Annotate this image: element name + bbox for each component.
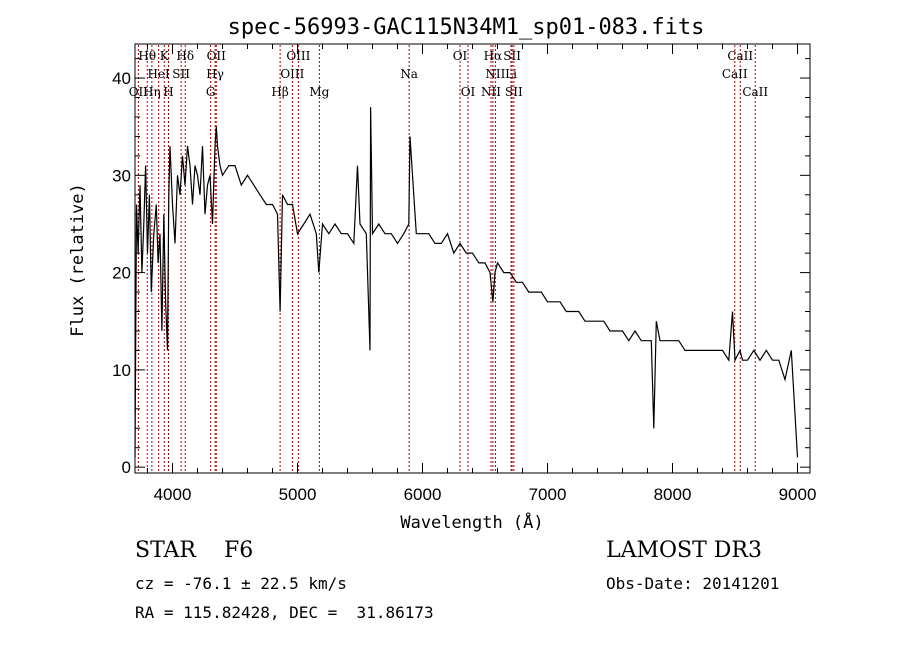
x-tick-label-2: 6000 (404, 485, 442, 504)
coordinates: RA = 115.82428, DEC = 31.86173 (135, 603, 434, 622)
survey-name: LAMOST DR3 (606, 538, 762, 563)
y-tick-label-4: 40 (112, 69, 131, 88)
line-label-15: Li (505, 67, 517, 81)
line-label-10: SII (172, 67, 190, 81)
line-label-26: CaII (742, 85, 768, 99)
chart-title: spec-56993-GAC115N34M1_sp01-083.fits (228, 15, 705, 40)
line-label-19: H (163, 85, 173, 99)
line-label-25: SII (505, 85, 523, 99)
line-label-22: Mg (309, 85, 329, 99)
line-label-0: Hθ (138, 49, 156, 63)
line-label-7: SII (503, 49, 521, 63)
line-label-13: Na (400, 67, 418, 81)
line-label-24: NII (481, 85, 501, 99)
x-tick-label-0: 4000 (154, 485, 192, 504)
x-tick-label-3: 7000 (529, 485, 567, 504)
line-label-8: CaII (727, 49, 753, 63)
plot-frame (134, 43, 811, 474)
line-label-12: OIII (280, 67, 304, 81)
x-tick-label-5: 9000 (779, 485, 817, 504)
line-label-21: Hβ (271, 85, 288, 99)
line-label-3: OII (207, 49, 227, 63)
object-class: STAR F6 (135, 538, 254, 563)
x-tick-label-4: 8000 (654, 485, 692, 504)
redshift-cz: cz = -76.1 ± 22.5 km/s (135, 574, 347, 593)
line-label-20: G (206, 85, 216, 99)
line-label-6: Hα (484, 49, 503, 63)
x-axis-label: Wavelength (Å) (400, 511, 543, 533)
flux-series-line (134, 107, 799, 458)
line-label-14: NII (485, 67, 505, 81)
line-label-17: OII (129, 85, 149, 99)
axis-ticks: 4000 5000 6000 7000 8000 9000 0 10 20 30 40 (112, 44, 816, 504)
line-label-11: Hγ (206, 67, 224, 81)
line-label-9: HeI (147, 67, 170, 81)
line-label-23: OI (461, 85, 476, 99)
y-tick-label-2: 20 (112, 264, 131, 283)
y-tick-label-1: 10 (112, 361, 131, 380)
y-tick-label-0: 0 (122, 458, 131, 477)
line-label-5: OI (453, 49, 468, 63)
spectral-line-markers (137, 45, 756, 472)
line-label-16: CaII (722, 67, 748, 81)
line-label-4: OIII (286, 49, 310, 63)
x-tick-label-1: 5000 (279, 485, 317, 504)
y-axis-label: Flux (relative) (68, 183, 88, 337)
line-label-2: Hδ (176, 49, 194, 63)
y-tick-label-3: 30 (112, 166, 131, 185)
line-label-18: Hη (143, 85, 161, 99)
line-label-1: K (160, 49, 170, 63)
obs-date: Obs-Date: 20141201 (606, 574, 780, 593)
